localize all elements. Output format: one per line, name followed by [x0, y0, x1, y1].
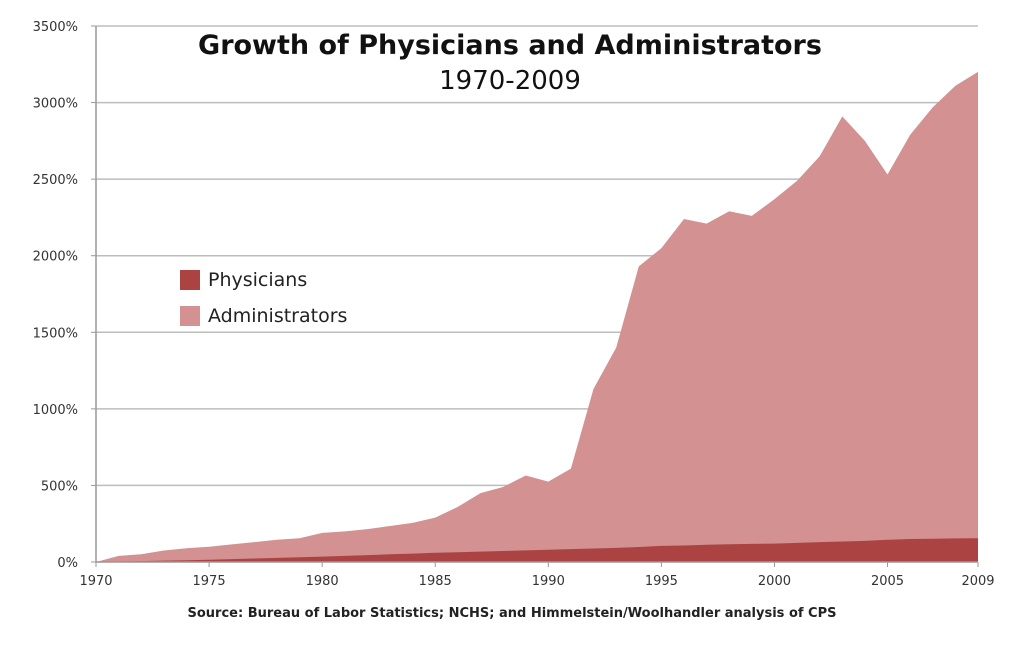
legend: Physicians Administrators — [180, 262, 347, 334]
x-tick-label: 2005 — [871, 574, 904, 589]
legend-label-physicians: Physicians — [208, 269, 308, 291]
source-note: Source: Bureau of Labor Statistics; NCHS… — [187, 606, 837, 621]
x-tick-label: 1980 — [306, 574, 339, 589]
x-tick-label: 1995 — [645, 574, 678, 589]
area-administrators — [96, 71, 978, 563]
y-tick-label: 2000% — [33, 250, 78, 265]
legend-swatch-physicians — [180, 270, 200, 290]
y-tick-label: 1000% — [33, 403, 78, 418]
x-tick-label: 2009 — [961, 574, 994, 589]
y-tick-label: 1500% — [33, 326, 78, 341]
y-tick-label: 500% — [41, 479, 78, 494]
y-tick-label: 2500% — [33, 173, 78, 188]
x-tick-label: 1985 — [419, 574, 452, 589]
x-tick-label: 1975 — [193, 574, 226, 589]
chart-subtitle: 1970-2009 — [439, 66, 581, 96]
chart-title: Growth of Physicians and Administrators — [198, 30, 822, 61]
x-tick-label: 1970 — [79, 574, 112, 589]
y-tick-label: 0% — [57, 556, 78, 571]
area-physicians — [96, 538, 978, 562]
legend-swatch-administrators — [180, 306, 200, 326]
y-tick-label: 3500% — [33, 20, 78, 35]
x-tick-label: 1990 — [532, 574, 565, 589]
legend-item-physicians: Physicians — [180, 262, 347, 298]
x-tick-label: 2000 — [758, 574, 791, 589]
y-tick-label: 3000% — [33, 97, 78, 112]
legend-item-administrators: Administrators — [180, 298, 347, 334]
legend-label-administrators: Administrators — [208, 305, 348, 327]
